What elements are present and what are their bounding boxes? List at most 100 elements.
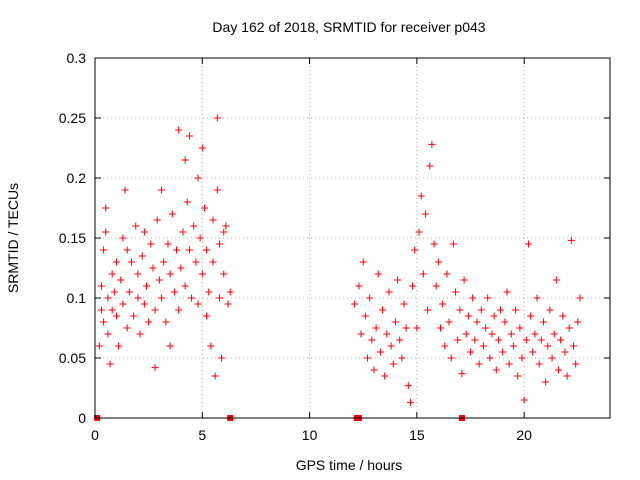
data-point bbox=[173, 246, 181, 254]
data-point bbox=[138, 252, 146, 260]
data-point bbox=[544, 342, 552, 350]
data-point bbox=[398, 354, 406, 362]
data-point bbox=[445, 318, 453, 326]
data-point bbox=[546, 306, 554, 314]
data-point bbox=[539, 318, 547, 326]
data-point bbox=[149, 264, 157, 272]
data-point bbox=[366, 294, 374, 302]
data-point bbox=[102, 228, 110, 236]
data-point bbox=[175, 126, 183, 134]
data-point bbox=[458, 370, 466, 378]
data-point bbox=[104, 330, 112, 338]
axis-ticks: 0 0.05 0.1 0.15 0.2 0.25 0.3 0 5 10 15 20 bbox=[59, 50, 610, 443]
data-point bbox=[421, 210, 429, 218]
data-point bbox=[147, 240, 155, 248]
x-tick-label: 15 bbox=[409, 427, 425, 443]
data-point bbox=[222, 222, 230, 230]
data-point bbox=[509, 342, 517, 350]
data-point bbox=[552, 276, 560, 284]
data-point bbox=[512, 306, 520, 314]
data-point bbox=[402, 324, 410, 332]
data-point bbox=[123, 324, 131, 332]
data-point bbox=[102, 204, 110, 212]
data-point bbox=[561, 348, 569, 356]
data-point bbox=[134, 270, 142, 278]
data-point bbox=[522, 336, 530, 344]
data-point bbox=[497, 306, 505, 314]
data-point bbox=[533, 294, 541, 302]
data-point bbox=[404, 382, 412, 390]
data-point bbox=[194, 174, 202, 182]
data-point bbox=[462, 330, 470, 338]
data-point bbox=[516, 324, 524, 332]
data-point bbox=[209, 258, 217, 266]
data-point bbox=[432, 282, 440, 290]
data-point bbox=[507, 330, 515, 338]
data-point bbox=[524, 240, 532, 248]
data-point bbox=[181, 282, 189, 290]
data-point bbox=[119, 300, 127, 308]
data-point bbox=[381, 372, 389, 380]
data-point bbox=[205, 288, 213, 296]
data-point bbox=[134, 294, 142, 302]
data-point bbox=[220, 228, 228, 236]
data-point bbox=[494, 336, 502, 344]
data-point bbox=[224, 300, 232, 308]
data-points bbox=[94, 114, 584, 421]
data-point bbox=[158, 186, 166, 194]
data-point bbox=[140, 300, 148, 308]
data-point bbox=[185, 132, 193, 140]
data-point bbox=[115, 342, 123, 350]
data-point bbox=[383, 330, 391, 338]
data-point bbox=[215, 294, 223, 302]
data-point bbox=[357, 330, 365, 338]
data-point bbox=[355, 282, 363, 290]
data-point bbox=[215, 240, 223, 248]
data-point bbox=[209, 216, 217, 224]
data-point bbox=[97, 306, 105, 314]
data-point bbox=[130, 312, 138, 320]
data-point bbox=[368, 336, 376, 344]
data-point bbox=[441, 342, 449, 350]
data-point bbox=[484, 294, 492, 302]
data-point bbox=[505, 360, 513, 368]
data-point bbox=[175, 306, 183, 314]
data-point bbox=[492, 366, 500, 374]
data-point bbox=[106, 360, 114, 368]
y-tick-label: 0.2 bbox=[67, 170, 87, 186]
data-point bbox=[559, 312, 567, 320]
data-point bbox=[471, 336, 479, 344]
data-point bbox=[136, 330, 144, 338]
data-point bbox=[499, 348, 507, 356]
data-point bbox=[406, 398, 414, 406]
data-point bbox=[100, 246, 108, 254]
data-point bbox=[158, 294, 166, 302]
data-point bbox=[454, 336, 462, 344]
data-point bbox=[359, 258, 367, 266]
data-point bbox=[218, 354, 226, 362]
data-point bbox=[226, 288, 234, 296]
data-point bbox=[426, 162, 434, 170]
data-point bbox=[164, 240, 172, 248]
data-point bbox=[488, 330, 496, 338]
data-point bbox=[351, 300, 359, 308]
data-point bbox=[200, 204, 208, 212]
data-point bbox=[467, 348, 475, 356]
data-point bbox=[449, 240, 457, 248]
data-point bbox=[181, 156, 189, 164]
data-point bbox=[190, 222, 198, 230]
data-point bbox=[198, 144, 206, 152]
y-tick-label: 0.25 bbox=[59, 110, 86, 126]
x-tick-label: 20 bbox=[516, 427, 532, 443]
data-point bbox=[140, 228, 148, 236]
data-point bbox=[177, 264, 185, 272]
data-point bbox=[520, 396, 528, 404]
data-point bbox=[565, 324, 573, 332]
chart-title: Day 162 of 2018, SRMTID for receiver p04… bbox=[212, 19, 485, 35]
data-point bbox=[153, 216, 161, 224]
data-point bbox=[400, 300, 408, 308]
data-point bbox=[456, 306, 464, 314]
data-point bbox=[198, 270, 206, 278]
data-point bbox=[413, 324, 421, 332]
data-point bbox=[529, 348, 537, 356]
